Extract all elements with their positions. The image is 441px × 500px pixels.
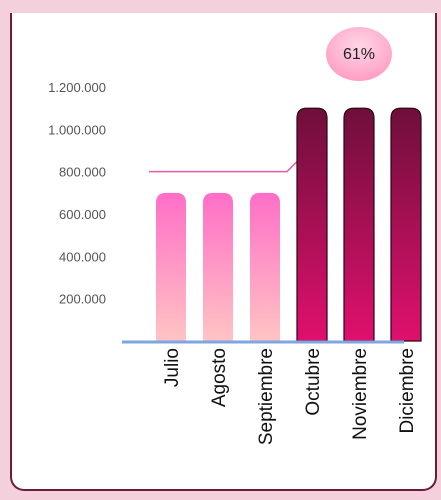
percent-badge-label: 61% bbox=[343, 46, 375, 63]
y-tick-label: 600.000 bbox=[59, 207, 106, 222]
bar-octubre bbox=[296, 107, 328, 342]
y-tick-label: 800.000 bbox=[59, 165, 106, 180]
y-tick-label: 400.000 bbox=[59, 249, 106, 264]
y-tick-label: 1.000.000 bbox=[48, 122, 106, 137]
bar-agosto bbox=[203, 192, 233, 341]
category-label: Noviembre bbox=[350, 348, 371, 440]
bar-julio bbox=[156, 192, 186, 341]
percent-badge bbox=[326, 27, 392, 81]
category-label: Julio bbox=[162, 348, 183, 387]
bar-septiembre bbox=[250, 192, 280, 341]
category-label: Septiembre bbox=[256, 348, 277, 445]
reference-line bbox=[149, 149, 309, 173]
y-tick-label: 1.200.000 bbox=[48, 80, 106, 95]
category-label: Agosto bbox=[209, 348, 230, 407]
y-tick-label: 200.000 bbox=[59, 292, 106, 307]
category-label: Diciembre bbox=[397, 348, 418, 434]
bar-diciembre bbox=[390, 107, 422, 342]
bar-noviembre bbox=[343, 107, 375, 342]
category-label: Octubre bbox=[303, 348, 324, 416]
